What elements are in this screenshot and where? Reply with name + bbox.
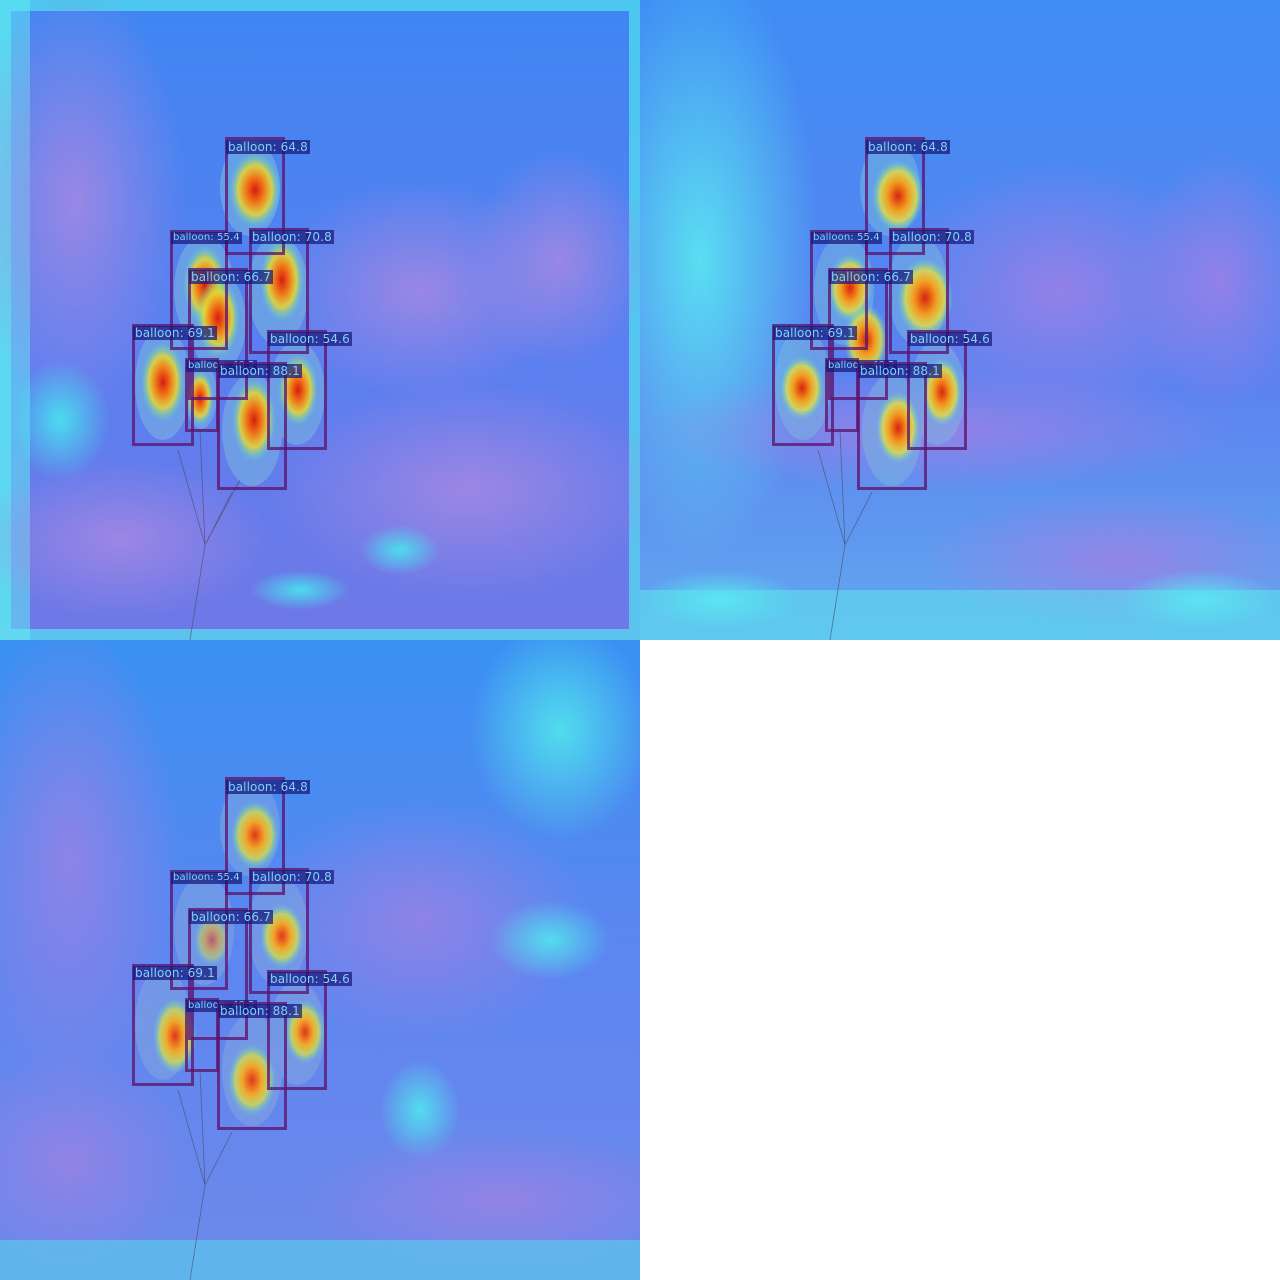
detection-label: balloon: 70.8 <box>250 870 334 884</box>
heatmap-panel-3: balloon: 64.8 balloon: 55.4 balloon: 70.… <box>0 640 640 1280</box>
balloon-scene-heatmap-3 <box>0 640 640 1280</box>
detection-label: balloon: 64.8 <box>866 140 950 154</box>
detection-label: balloon: 69.1 <box>133 326 217 340</box>
detection-label: balloon: 55.4 <box>171 872 242 884</box>
detection-label: balloon: 55.4 <box>811 232 882 244</box>
detection-label: balloon: 70.8 <box>250 230 334 244</box>
detection-label: balloon: 54.6 <box>908 332 992 346</box>
detection-label: balloon: 88.1 <box>858 364 942 378</box>
detection-label: balloon: 88.1 <box>218 1004 302 1018</box>
heatmap-panel-1: balloon: 64.8 balloon: 55.4 balloon: 70.… <box>0 0 640 640</box>
detection-label: balloon: 66.7 <box>189 910 273 924</box>
balloon-scene-heatmap-1 <box>0 0 640 640</box>
detection-label: balloon: 66.7 <box>189 270 273 284</box>
detection-label: balloon: 55.4 <box>171 232 242 244</box>
detection-label: balloon: 69.1 <box>773 326 857 340</box>
detection-label: balloon: 66.7 <box>829 270 913 284</box>
detection-label: balloon: 64.8 <box>226 140 310 154</box>
empty-panel <box>640 640 1280 1280</box>
balloon-scene-heatmap-2 <box>640 0 1280 640</box>
detection-label: balloon: 88.1 <box>218 364 302 378</box>
detection-label: balloon: 70.8 <box>890 230 974 244</box>
detection-label: balloon: 69.1 <box>133 966 217 980</box>
detection-label: balloon: 54.6 <box>268 332 352 346</box>
detection-label: balloon: 64.8 <box>226 780 310 794</box>
heatmap-panel-2: balloon: 64.8 balloon: 55.4 balloon: 70.… <box>640 0 1280 640</box>
detection-label: balloon: 54.6 <box>268 972 352 986</box>
